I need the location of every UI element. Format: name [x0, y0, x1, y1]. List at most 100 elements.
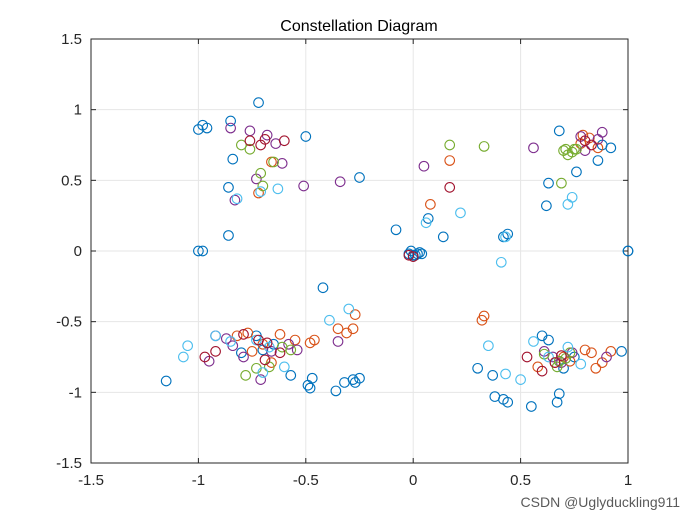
- data-point: [244, 143, 256, 155]
- data-point: [278, 361, 290, 373]
- data-point: [238, 351, 249, 363]
- data-point: [586, 347, 597, 359]
- data-point: [227, 153, 239, 165]
- data-point: [553, 355, 565, 367]
- data-point: [543, 351, 554, 363]
- data-point: [291, 344, 303, 356]
- data-point: [231, 330, 243, 342]
- data-point: [210, 330, 221, 342]
- data-point: [278, 135, 290, 147]
- data-point: [556, 177, 567, 189]
- data-point: [257, 367, 269, 378]
- axis-ticks: [90, 38, 629, 464]
- data-point: [579, 344, 591, 356]
- data-point: [483, 340, 494, 352]
- data-point: [560, 143, 572, 155]
- data-point: [515, 374, 526, 385]
- data-point: [201, 122, 213, 134]
- data-point: [302, 379, 314, 391]
- data-point: [332, 336, 344, 347]
- data-point: [261, 337, 273, 349]
- x-tick-labels: -1.5 -1 -0.5 0 0.5 1: [78, 472, 632, 489]
- data-point: [193, 245, 204, 257]
- data-point: [276, 158, 288, 169]
- data-point: [487, 370, 499, 381]
- data-point: [622, 245, 634, 257]
- y-tick-label: 0: [74, 243, 82, 260]
- data-point: [236, 139, 247, 151]
- data-point: [455, 207, 466, 219]
- y-tick-label: 1: [74, 102, 82, 119]
- data-point: [586, 139, 597, 151]
- data-point: [223, 182, 234, 193]
- data-point: [556, 350, 567, 361]
- data-point: [409, 249, 421, 261]
- data-point: [274, 347, 286, 359]
- data-point: [502, 228, 514, 240]
- data-point: [472, 362, 483, 374]
- data-point: [225, 115, 236, 127]
- data-point: [285, 370, 297, 381]
- y-tick-label: 1.5: [61, 31, 82, 48]
- data-point: [553, 125, 565, 137]
- data-point: [182, 340, 194, 352]
- data-point: [349, 309, 361, 320]
- data-point: [571, 143, 582, 155]
- data-point: [478, 310, 490, 322]
- data-point: [605, 142, 617, 154]
- x-tick-label: -1.5: [78, 472, 104, 489]
- data-point: [528, 142, 539, 154]
- data-point: [536, 365, 548, 377]
- data-point: [259, 354, 271, 366]
- data-point: [543, 177, 554, 189]
- data-point: [332, 323, 344, 335]
- data-point: [225, 336, 236, 347]
- data-point: [502, 396, 514, 408]
- data-point: [197, 245, 209, 257]
- data-point: [354, 172, 365, 183]
- y-tick-label: -0.5: [56, 314, 82, 331]
- y-tick-label: -1: [69, 384, 82, 401]
- data-point: [478, 141, 490, 152]
- data-point: [349, 377, 361, 388]
- data-point: [425, 199, 436, 210]
- data-point: [259, 133, 271, 145]
- data-point: [403, 249, 415, 261]
- data-point: [240, 370, 252, 381]
- data-point: [229, 194, 241, 206]
- data-point: [543, 334, 554, 346]
- x-tick-label: 0: [409, 472, 417, 489]
- data-point: [268, 156, 279, 168]
- data-point: [309, 334, 320, 346]
- data-point: [575, 358, 587, 370]
- x-tick-label: 1: [624, 472, 632, 489]
- data-point: [592, 155, 604, 166]
- y-tick-label: 0.5: [61, 172, 82, 189]
- y-tick-labels: -1.5 -1 -0.5 0 0.5 1 1.5: [56, 31, 82, 472]
- data-point: [298, 180, 310, 192]
- data-point: [616, 345, 627, 357]
- data-point: [566, 191, 578, 203]
- data-point: [253, 97, 264, 108]
- data-point: [528, 336, 539, 347]
- data-point: [347, 374, 359, 385]
- data-point: [300, 131, 312, 142]
- data-point: [596, 126, 608, 138]
- series-3: [236, 139, 582, 381]
- data-point: [272, 183, 284, 195]
- y-tick-label: -1.5: [56, 455, 82, 472]
- data-point: [223, 230, 234, 241]
- data-point: [285, 344, 297, 356]
- data-point: [334, 176, 346, 188]
- data-point: [495, 256, 507, 268]
- data-point: [246, 345, 258, 357]
- scatter-points: [160, 97, 634, 412]
- data-point: [525, 401, 537, 412]
- data-point: [521, 351, 533, 363]
- data-point: [199, 351, 211, 363]
- data-point: [178, 351, 189, 363]
- data-point: [601, 351, 612, 363]
- data-point: [590, 362, 602, 374]
- data-point: [444, 139, 456, 151]
